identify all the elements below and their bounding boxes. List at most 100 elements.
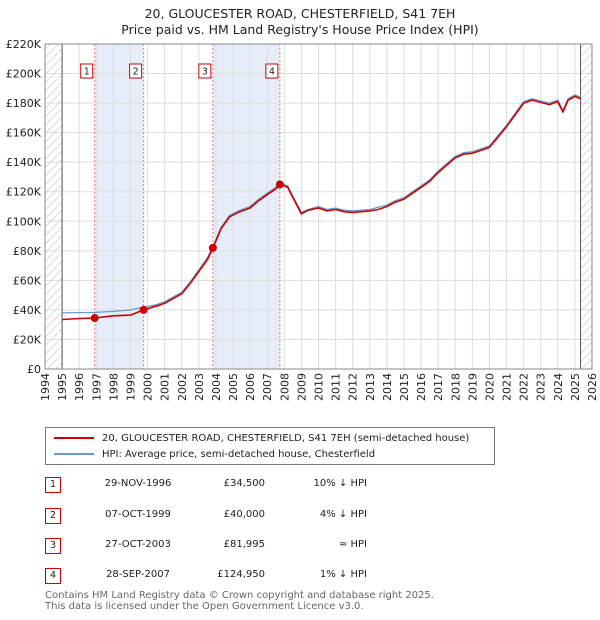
legend: 20, GLOUCESTER ROAD, CHESTERFIELD, S41 7… xyxy=(45,427,495,465)
transaction-hpi: ≈ HPI xyxy=(338,539,367,550)
shaded-period xyxy=(94,44,144,369)
sale-points xyxy=(90,180,284,323)
x-tick-label: 2020 xyxy=(483,373,496,401)
sale-label: 2 xyxy=(133,67,139,78)
x-tick-label: 2010 xyxy=(313,373,326,401)
transaction-number: 2 xyxy=(45,508,61,524)
footer: Contains HM Land Registry data © Crown c… xyxy=(45,590,434,612)
x-tick-label: 2005 xyxy=(227,373,240,401)
transaction-row: 1 29-NOV-1996 £34,500 10% ↓ HPI xyxy=(45,476,545,494)
sale-label: 3 xyxy=(202,67,208,78)
transaction-date: 07-OCT-1999 xyxy=(105,509,171,520)
y-tick-label: £180K xyxy=(6,97,42,110)
x-tick-label: 2016 xyxy=(415,373,428,401)
shaded-period xyxy=(212,44,280,369)
transaction-price: £81,995 xyxy=(223,539,265,550)
y-tick-label: £80K xyxy=(13,245,42,258)
y-tick-label: £200K xyxy=(6,68,42,81)
hatched-region-end xyxy=(580,44,592,369)
x-tick-label: 2018 xyxy=(449,373,462,401)
transaction-hpi: 4% ↓ HPI xyxy=(319,509,367,520)
transaction-price: £34,500 xyxy=(223,478,265,489)
x-tick-label: 2019 xyxy=(466,373,479,401)
transaction-date: 28-SEP-2007 xyxy=(106,569,170,580)
legend-line-blue xyxy=(54,453,94,455)
y-tick-label: £160K xyxy=(6,127,42,140)
hpi-line xyxy=(62,94,581,314)
y-tick-label: £100K xyxy=(6,215,42,228)
sale-point xyxy=(139,305,148,314)
x-tick-label: 2015 xyxy=(398,373,411,401)
transaction-hpi: 10% ↓ HPI xyxy=(313,478,367,489)
x-tick-label: 1998 xyxy=(107,373,120,401)
transaction-hpi: 1% ↓ HPI xyxy=(319,569,367,580)
sale-label-box xyxy=(80,63,94,79)
x-tick-label: 1994 xyxy=(39,373,52,401)
transaction-price: £40,000 xyxy=(223,509,265,520)
x-tick-label: 2022 xyxy=(518,373,531,401)
chart-title: 20, GLOUCESTER ROAD, CHESTERFIELD, S41 7… xyxy=(144,6,456,21)
transaction-row: 3 27-OCT-2003 £81,995 ≈ HPI xyxy=(45,537,545,555)
x-tick-label: 2007 xyxy=(261,373,274,401)
sale-label-box xyxy=(129,63,143,79)
x-tick-label: 1996 xyxy=(73,373,86,401)
y-tick-label: £120K xyxy=(6,186,42,199)
sale-label: 4 xyxy=(269,67,275,78)
transaction-number: 3 xyxy=(45,538,61,554)
transaction-row: 4 28-SEP-2007 £124,950 1% ↓ HPI xyxy=(45,567,545,585)
transaction-date: 29-NOV-1996 xyxy=(104,478,172,489)
footer-licence: This data is licensed under the Open Gov… xyxy=(45,601,364,612)
y-tick-label: £220K xyxy=(6,38,42,51)
transaction-number: 4 xyxy=(45,568,61,584)
plot-frame xyxy=(44,43,593,370)
x-tick-label: 2014 xyxy=(381,373,394,401)
x-tick-label: 2002 xyxy=(176,373,189,401)
x-tick-label: 2012 xyxy=(347,373,360,401)
legend-item-property: 20, GLOUCESTER ROAD, CHESTERFIELD, S41 7… xyxy=(54,430,469,446)
sale-point xyxy=(275,180,284,189)
y-tick-label: £20K xyxy=(13,333,42,346)
sale-label-box xyxy=(265,63,279,79)
y-tick-label: £140K xyxy=(6,156,42,169)
sale-labels: 1 2 3 4 xyxy=(80,63,279,79)
x-tick-label: 2011 xyxy=(330,373,343,401)
price-chart: 1 2 3 4 £0 £20K £40K £60K £80K £100K £120K £140K £1… xyxy=(6,38,599,401)
x-tick-label: 2026 xyxy=(586,373,599,401)
x-tick-label: 2008 xyxy=(278,373,291,401)
transaction-price: £124,950 xyxy=(217,569,265,580)
y-tick-label: £40K xyxy=(13,304,42,317)
axes: £0 £20K £40K £60K £80K £100K £120K £140K £160K £1… xyxy=(6,38,599,401)
x-tick-label: 2009 xyxy=(295,373,308,401)
transaction-number: 1 xyxy=(45,477,61,493)
sale-label: 1 xyxy=(84,67,90,78)
legend-label-hpi: HPI: Average price, semi-detached house,… xyxy=(102,448,376,460)
sale-point xyxy=(90,314,99,323)
chart-subtitle: Price paid vs. HM Land Registry's House … xyxy=(121,22,479,37)
x-tick-label: 2013 xyxy=(364,373,377,401)
property-price-line xyxy=(62,95,581,321)
legend-item-hpi: HPI: Average price, semi-detached house,… xyxy=(54,446,375,462)
x-tick-label: 1997 xyxy=(90,373,103,401)
hatched-region-start xyxy=(45,44,63,369)
x-tick-label: 2025 xyxy=(569,373,582,401)
legend-label-property: 20, GLOUCESTER ROAD, CHESTERFIELD, S41 7… xyxy=(102,432,470,444)
sale-label-box xyxy=(198,63,212,79)
x-tick-label: 1995 xyxy=(56,373,69,401)
series-lines xyxy=(62,94,581,321)
x-tick-label: 2017 xyxy=(432,373,445,401)
x-tick-label: 2024 xyxy=(552,373,565,401)
x-tick-label: 2023 xyxy=(535,373,548,401)
x-tick-label: 2021 xyxy=(501,373,514,401)
y-tick-label: £60K xyxy=(13,274,42,287)
transaction-row: 2 07-OCT-1999 £40,000 4% ↓ HPI xyxy=(45,507,545,525)
footer-copyright: Contains HM Land Registry data © Crown c… xyxy=(45,590,434,601)
y-tick-label: £0 xyxy=(27,363,41,376)
x-tick-label: 2006 xyxy=(244,373,257,401)
x-tick-label: 2001 xyxy=(159,373,172,401)
legend-line-red xyxy=(54,437,94,439)
x-tick-label: 2003 xyxy=(193,373,206,401)
x-tick-label: 1999 xyxy=(124,373,137,401)
x-tick-label: 2004 xyxy=(210,373,223,401)
sale-point xyxy=(208,243,217,252)
